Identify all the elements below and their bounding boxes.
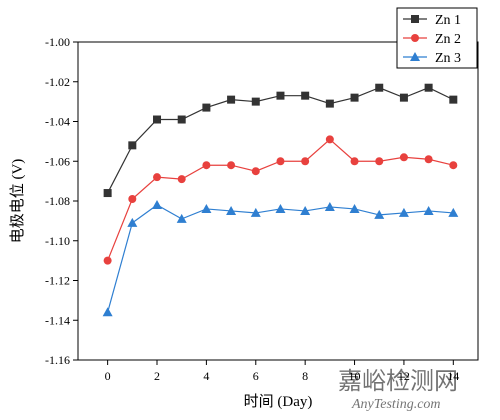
- plot-frame-border: [77, 41, 479, 361]
- triangle-marker: [250, 207, 261, 217]
- triangle-marker: [324, 201, 335, 211]
- y-tick-label: -1.16: [45, 353, 70, 367]
- triangle-marker: [349, 203, 360, 213]
- circle-marker: [350, 157, 359, 166]
- square-marker: [276, 91, 285, 100]
- plot-area: [77, 41, 479, 361]
- square-marker: [202, 103, 211, 112]
- y-tick-label: -1.00: [45, 35, 70, 49]
- circle-marker: [399, 153, 408, 162]
- square-marker: [350, 93, 359, 102]
- triangle-marker: [410, 52, 420, 61]
- square-marker: [449, 95, 458, 104]
- square-marker: [153, 115, 162, 124]
- x-axis-title: 时间 (Day): [244, 393, 313, 410]
- circle-marker: [424, 155, 433, 164]
- legend: Zn 1 Zn 2 Zn 3: [396, 7, 478, 69]
- triangle-marker: [201, 203, 212, 213]
- triangle-marker: [423, 205, 434, 215]
- circle-marker: [153, 173, 162, 182]
- x-tick-label: 0: [105, 369, 111, 383]
- x-tick-label: 14: [447, 369, 459, 383]
- series-1: [103, 83, 458, 198]
- circle-marker: [276, 157, 285, 166]
- square-marker: [128, 141, 137, 150]
- legend-label: Zn 2: [435, 32, 461, 47]
- circle-marker: [375, 157, 384, 166]
- y-tick-label: -1.02: [45, 75, 70, 89]
- circle-marker: [325, 135, 334, 144]
- x-tick-label: 12: [398, 369, 410, 383]
- square-marker: [325, 99, 334, 108]
- watermark: 嘉峪检测网 AnyTesting.com: [338, 368, 458, 412]
- x-tick-label: 8: [302, 369, 308, 383]
- series-layer: [102, 83, 459, 317]
- legend-label: Zn 1: [435, 13, 461, 28]
- legend-label: Zn 3: [435, 51, 461, 66]
- x-tick-label: 10: [349, 369, 361, 383]
- triangle-marker: [102, 307, 113, 317]
- y-tick-label: -1.14: [45, 313, 70, 327]
- y-tick-label: -1.12: [45, 274, 70, 288]
- y-axis-title: 电极电位 (V): [9, 159, 26, 244]
- square-marker: [424, 83, 433, 92]
- square-marker: [227, 95, 236, 104]
- legend-item: Zn 2: [403, 32, 461, 47]
- triangle-marker: [275, 203, 286, 213]
- circle-marker: [128, 195, 137, 204]
- circle-marker: [227, 161, 236, 170]
- series-2: [103, 135, 458, 265]
- circle-marker: [251, 167, 260, 176]
- circle-marker: [202, 161, 211, 170]
- circle-marker: [177, 175, 186, 184]
- x-tick-label: 2: [154, 369, 160, 383]
- triangle-marker: [226, 205, 237, 215]
- square-marker: [301, 91, 310, 100]
- series-line: [107, 204, 454, 313]
- square-marker: [251, 97, 260, 106]
- watermark-sub-text: AnyTesting.com: [351, 397, 441, 412]
- square-marker: [177, 115, 186, 124]
- triangle-marker: [448, 207, 459, 217]
- legend-item: Zn 1: [403, 13, 461, 28]
- triangle-marker: [152, 199, 163, 209]
- y-tick-label: -1.10: [45, 234, 70, 248]
- triangle-marker: [127, 217, 138, 227]
- triangle-marker: [300, 205, 311, 215]
- axes-layer: 0 2 4 6 8 10 12 14 -1.16 -1.14 -1.12 -1.10 -1.08 -1.0…: [45, 35, 459, 383]
- circle-marker: [301, 157, 310, 166]
- circle-marker: [449, 161, 458, 170]
- x-tick-label: 4: [203, 369, 209, 383]
- triangle-marker: [176, 213, 187, 223]
- circle-marker: [411, 34, 419, 42]
- square-marker: [375, 83, 384, 92]
- square-marker: [411, 15, 419, 23]
- y-tick-label: -1.08: [45, 194, 70, 208]
- watermark-main-text: 嘉峪检测网: [338, 368, 458, 395]
- square-marker: [399, 93, 408, 102]
- square-marker: [103, 189, 112, 198]
- legend-item: Zn 3: [403, 51, 461, 66]
- y-tick-label: -1.06: [45, 154, 70, 168]
- triangle-marker: [398, 207, 409, 217]
- series-3: [102, 199, 459, 317]
- triangle-marker: [374, 209, 385, 219]
- y-tick-label: -1.04: [45, 115, 70, 129]
- x-tick-label: 6: [253, 369, 259, 383]
- circle-marker: [103, 256, 112, 265]
